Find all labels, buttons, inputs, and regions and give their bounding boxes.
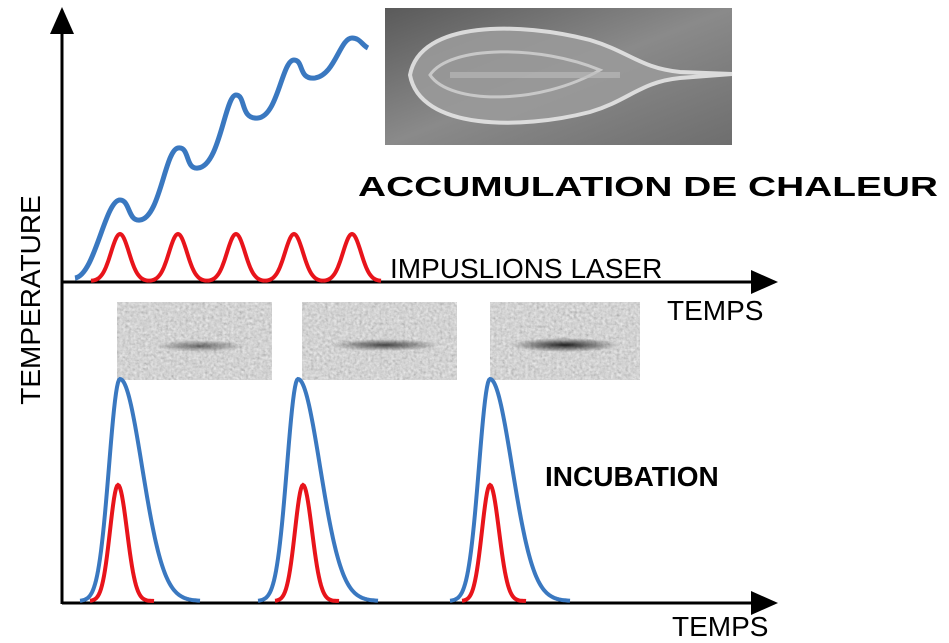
laser-pulse <box>264 231 324 283</box>
upper-time-axis-label: TEMPS <box>667 295 763 326</box>
incubation-laser-pulse <box>461 482 527 603</box>
incubation-image <box>117 302 272 380</box>
incubation-laser-pulse <box>274 482 340 603</box>
incubation-image <box>302 302 457 380</box>
temperature-axis-label: TEMPERATURE <box>15 195 46 405</box>
incubation-temperature-curve <box>79 376 201 603</box>
laser-pulse <box>206 231 266 283</box>
heat-accumulation-image <box>385 8 733 145</box>
pulses-label: IMPUSLIONS LASER <box>390 253 662 284</box>
pulse-curves <box>79 231 571 603</box>
laser-pulse <box>322 231 382 283</box>
incubation-title: INCUBATION <box>545 461 719 492</box>
incubation-temperature-curve <box>449 376 571 603</box>
laser-pulse <box>148 231 208 283</box>
lower-time-axis-label: TEMPS <box>672 611 768 642</box>
accumulation-temperature-curve <box>73 35 370 281</box>
incubation-image <box>490 302 640 380</box>
incubation-laser-pulse <box>89 482 155 603</box>
incubation-temperature-curve <box>257 376 379 603</box>
laser-pulse <box>90 231 150 283</box>
accumulation-title: ACCUMULATION DE CHALEUR <box>358 171 938 202</box>
